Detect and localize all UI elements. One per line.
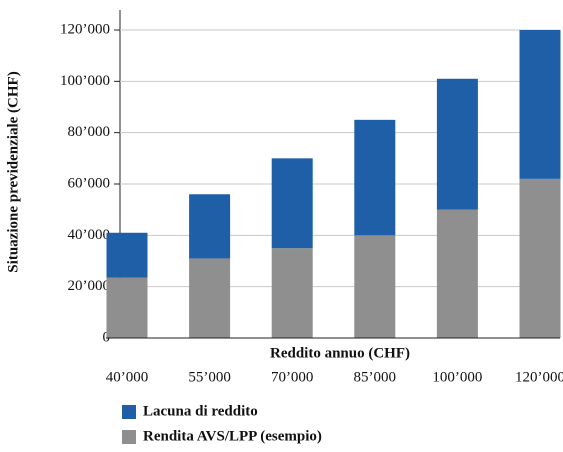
y-axis-title: Situazione previdenziale (CHF) [5,71,21,272]
legend-swatch [122,430,136,444]
legend-label: Rendita AVS/LPP (esempio) [143,428,322,444]
x-tick-label: 100’000 [432,369,482,385]
y-tick-label: 40’000 [68,227,111,243]
x-tick-label: 70’000 [271,369,314,385]
x-tick-label: 55’000 [188,369,231,385]
bar-segment [436,78,478,210]
bar-segment [519,30,561,179]
bar-segment [519,178,561,338]
legend-label: Lacuna di reddito [143,403,258,419]
bar-segment [271,248,313,338]
y-tick-label: 60’000 [68,175,111,191]
bar-segment [106,232,148,278]
y-tick-label: 100’000 [60,73,110,89]
bar-segment [354,119,396,236]
x-tick-label: 120’000 [515,369,563,385]
bar-segment [436,209,478,338]
y-tick-label: 0 [103,329,111,345]
x-tick-label: 85’000 [354,369,397,385]
x-tick-label: 40’000 [106,369,149,385]
y-tick-label: 80’000 [68,124,111,140]
bar-segment [271,158,313,249]
x-axis-title: Reddito annuo (CHF) [270,345,410,361]
y-tick-label: 20’000 [68,278,111,294]
legend-swatch [122,405,136,419]
bar-segment [354,235,396,338]
bar-segment [106,277,148,338]
bar-segment [189,194,231,259]
bar-segment [189,258,231,338]
y-tick-label: 120’000 [60,21,110,37]
